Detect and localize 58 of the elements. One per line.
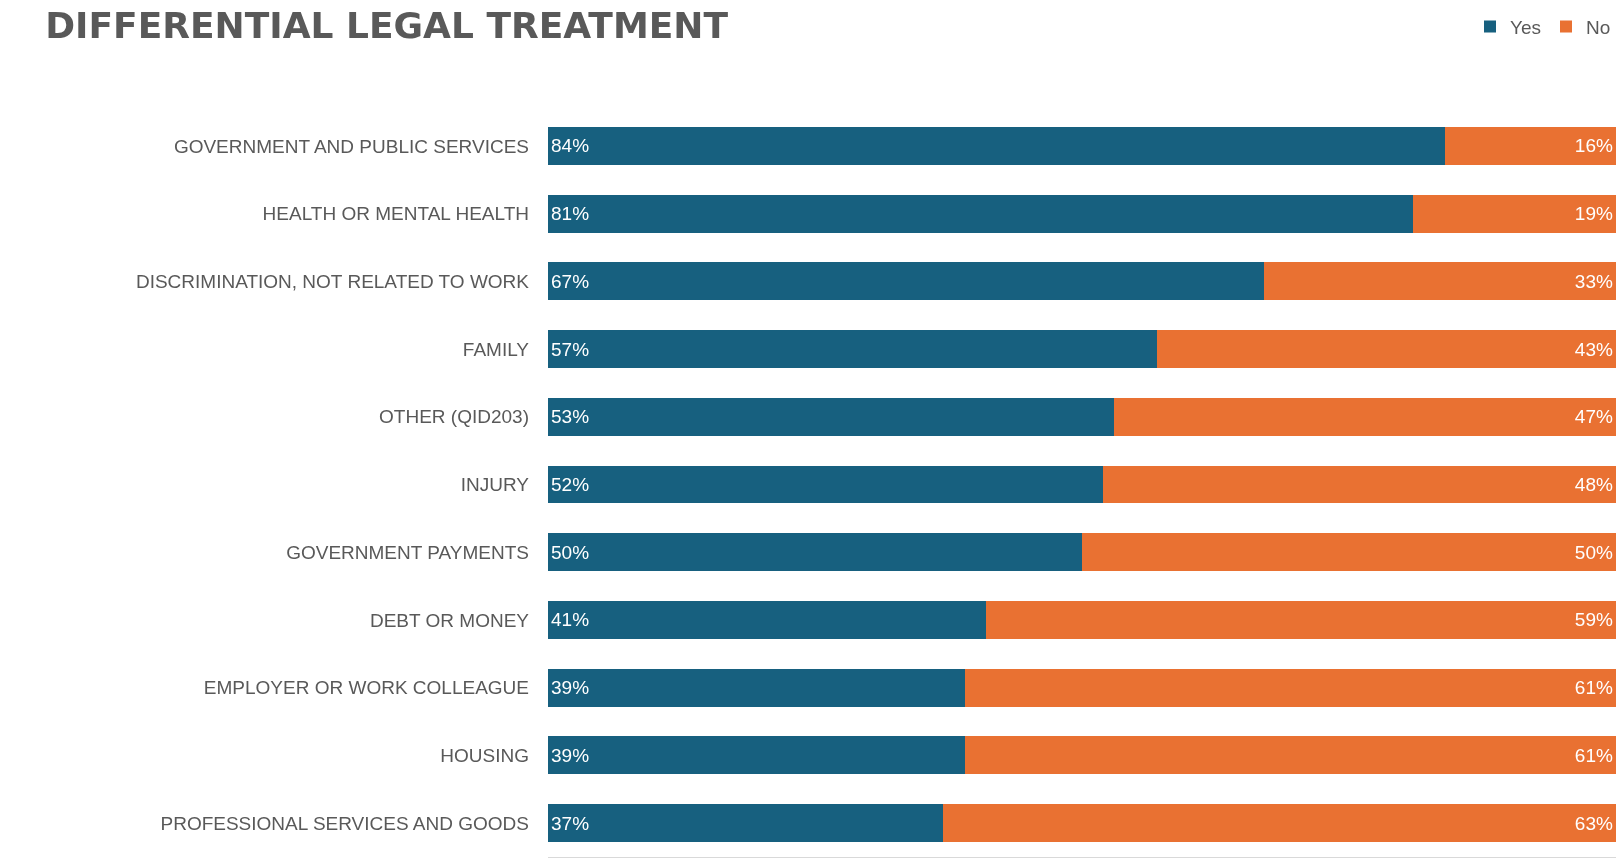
bar bbox=[548, 668, 965, 707]
bar bbox=[1082, 533, 1616, 572]
bar bbox=[1156, 330, 1616, 369]
y-tick-label: OTHER (QID203) bbox=[379, 406, 529, 428]
data-label: 39% bbox=[551, 677, 590, 699]
data-label: 43% bbox=[1574, 338, 1613, 360]
data-label: 50% bbox=[551, 541, 590, 563]
bar bbox=[548, 126, 1446, 165]
data-label: 84% bbox=[551, 135, 590, 157]
data-label: 50% bbox=[1574, 541, 1613, 563]
y-tick-label: DEBT OR MONEY bbox=[369, 609, 530, 631]
chart-title: DIFFERENTIAL LEGAL TREATMENT bbox=[45, 5, 729, 47]
bar bbox=[964, 668, 1616, 707]
data-label: 47% bbox=[1574, 406, 1613, 428]
bar bbox=[548, 397, 1115, 436]
data-label: 48% bbox=[1574, 474, 1613, 495]
bar bbox=[548, 194, 1414, 233]
data-label: 61% bbox=[1574, 744, 1613, 766]
bar bbox=[548, 330, 1157, 369]
y-tick-label: INJURY bbox=[460, 474, 530, 496]
y-tick-label: DISCRIMINATION, NOT RELATED TO WORK bbox=[135, 270, 530, 292]
bar bbox=[548, 600, 986, 639]
data-label: 41% bbox=[551, 609, 590, 631]
bar bbox=[1413, 194, 1616, 233]
bar bbox=[548, 262, 1264, 301]
data-label: 81% bbox=[551, 203, 590, 225]
y-tick-label: PROFESSIONAL SERVICES AND GOODS bbox=[160, 812, 529, 834]
data-label: 57% bbox=[551, 338, 590, 360]
y-tick-label: EMPLOYER OR WORK COLLEAGUE bbox=[203, 677, 529, 699]
data-label: 53% bbox=[551, 406, 590, 428]
y-tick-label: HOUSING bbox=[440, 745, 529, 767]
bar bbox=[943, 804, 1616, 843]
y-tick-label: GOVERNMENT PAYMENTS bbox=[286, 541, 529, 563]
data-label: 67% bbox=[551, 270, 590, 292]
bar bbox=[1263, 262, 1616, 301]
bar bbox=[548, 465, 1104, 504]
data-label: 59% bbox=[1574, 609, 1613, 631]
y-tick-label: FAMILY bbox=[462, 338, 530, 360]
bar bbox=[1114, 397, 1616, 436]
data-label: 63% bbox=[1574, 812, 1613, 834]
data-label: 61% bbox=[1574, 677, 1613, 699]
bar bbox=[1103, 465, 1616, 504]
data-label: 39% bbox=[551, 744, 590, 766]
bar bbox=[985, 600, 1616, 639]
data-label: 19% bbox=[1574, 203, 1613, 225]
legend-label: Yes bbox=[1510, 16, 1541, 38]
data-label: 33% bbox=[1574, 270, 1613, 292]
bar bbox=[964, 736, 1616, 775]
legend-label: No bbox=[1586, 16, 1611, 38]
bar bbox=[1445, 126, 1616, 165]
data-label: 16% bbox=[1574, 135, 1613, 157]
bar bbox=[548, 533, 1082, 572]
y-tick-label: GOVERNMENT AND PUBLIC SERVICES bbox=[173, 135, 529, 157]
data-label: 37% bbox=[551, 812, 590, 834]
bar bbox=[548, 804, 944, 843]
bar bbox=[548, 736, 965, 775]
data-label: 52% bbox=[551, 474, 590, 495]
y-tick-label: HEALTH OR MENTAL HEALTH bbox=[262, 203, 529, 225]
